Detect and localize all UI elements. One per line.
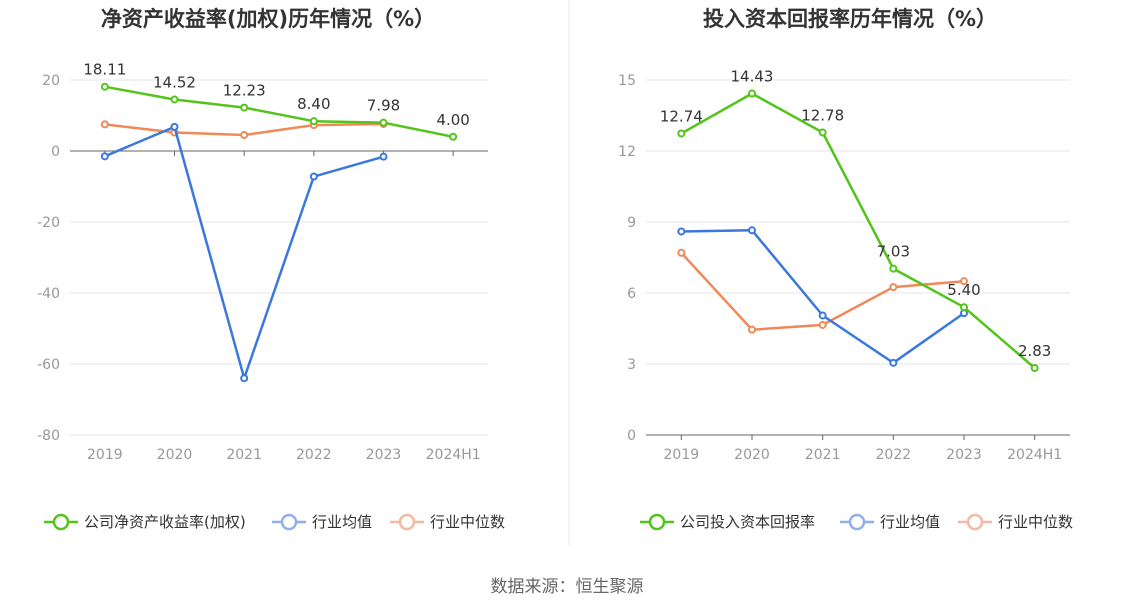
y-tick-label: 15 [618, 73, 636, 89]
x-tick-label: 2019 [664, 447, 700, 463]
data-point [748, 89, 756, 98]
y-tick-label: 6 [627, 286, 636, 302]
y-tick-label: -40 [37, 286, 60, 302]
data-point [748, 325, 756, 334]
x-tick-label: 2019 [87, 447, 123, 463]
data-source: 数据来源：恒生聚源 [491, 577, 644, 597]
data-point [100, 82, 109, 91]
x-tick-label: 2020 [734, 447, 770, 463]
series-line-1 [681, 229, 965, 365]
legend-marker [398, 513, 416, 531]
data-point [677, 129, 686, 138]
y-tick-label: -20 [37, 215, 60, 231]
legend-marker [848, 513, 866, 531]
chart-2-plot: 15 12 9 6 3 0 2019 2020 2021 2022 2023 2024H1 12.74 1… [618, 67, 1073, 531]
legend-label: 行业中位数 [430, 513, 505, 531]
legend-label: 行业均值 [312, 513, 372, 531]
legend-marker [648, 513, 666, 531]
data-label: 4.00 [436, 111, 469, 129]
data-point [100, 120, 109, 129]
data-label: 14.52 [153, 73, 196, 91]
y-tick-label: 3 [627, 357, 636, 373]
x-tick-label: 2021 [226, 447, 262, 463]
x-tick-label: 2021 [805, 447, 841, 463]
series-line-0 [104, 85, 454, 139]
data-point [309, 117, 318, 126]
chart-2-title: 投入资本回报率历年情况（%） [703, 7, 997, 31]
data-label: 7.03 [877, 243, 910, 261]
y-tick-label: 9 [627, 215, 636, 231]
data-point [960, 277, 968, 286]
data-point [309, 172, 318, 181]
data-label: 18.11 [83, 61, 126, 79]
y-tick-label: 12 [618, 144, 636, 160]
data-point [677, 248, 686, 257]
data-label: 12.78 [801, 107, 844, 125]
y-tick-label: -80 [37, 428, 60, 444]
x-tick-label: 2023 [946, 447, 982, 463]
series-line-0 [680, 92, 1036, 369]
data-label: 12.74 [660, 107, 703, 125]
data-point [677, 227, 686, 236]
legend-label: 行业均值 [880, 513, 940, 531]
data-label: 5.40 [947, 281, 980, 299]
x-tick-label: 2020 [157, 447, 193, 463]
legend-label: 公司净资产收益率(加权) [84, 513, 246, 531]
x-tick-label: 2023 [366, 447, 402, 463]
data-point [748, 226, 756, 235]
data-point [889, 283, 898, 292]
x-tick-label: 2024H1 [1007, 447, 1062, 463]
data-point [170, 122, 179, 131]
x-tick-label: 2024H1 [426, 447, 481, 463]
data-point [1030, 364, 1039, 373]
x-tick-label: 2022 [876, 447, 912, 463]
legend-marker [966, 513, 984, 531]
data-point [100, 152, 109, 161]
data-label: 14.43 [731, 67, 774, 85]
data-label: 2.83 [1018, 342, 1051, 360]
y-tick-label: 20 [42, 73, 60, 89]
y-tick-label: 0 [627, 428, 636, 444]
data-point [379, 118, 388, 127]
data-point [818, 320, 827, 329]
legend-marker [52, 513, 70, 531]
legend-marker [280, 513, 298, 531]
data-point [170, 95, 179, 104]
data-point [818, 311, 827, 320]
data-point [240, 103, 249, 112]
data-point [960, 303, 968, 312]
legend-label: 行业中位数 [998, 513, 1073, 531]
y-tick-label: 0 [51, 144, 60, 160]
data-point [889, 264, 898, 273]
x-tick-label: 2022 [296, 447, 332, 463]
chart-1-plot: 20 0 -20 -40 -60 -80 2019 2020 2021 2022 2023 2024H… [37, 61, 505, 531]
y-tick-label: -60 [37, 357, 60, 373]
data-point [818, 128, 827, 137]
data-label: 12.23 [223, 82, 266, 100]
series-line-1 [104, 125, 384, 380]
data-point [240, 374, 249, 383]
data-label: 8.40 [297, 95, 330, 113]
data-point [379, 152, 388, 161]
data-label: 7.98 [367, 97, 400, 115]
data-point [240, 131, 249, 140]
legend-label: 公司投入资本回报率 [680, 513, 815, 531]
data-point [889, 358, 898, 367]
chart-1-title: 净资产收益率(加权)历年情况（%） [101, 7, 435, 31]
data-point [449, 132, 458, 141]
